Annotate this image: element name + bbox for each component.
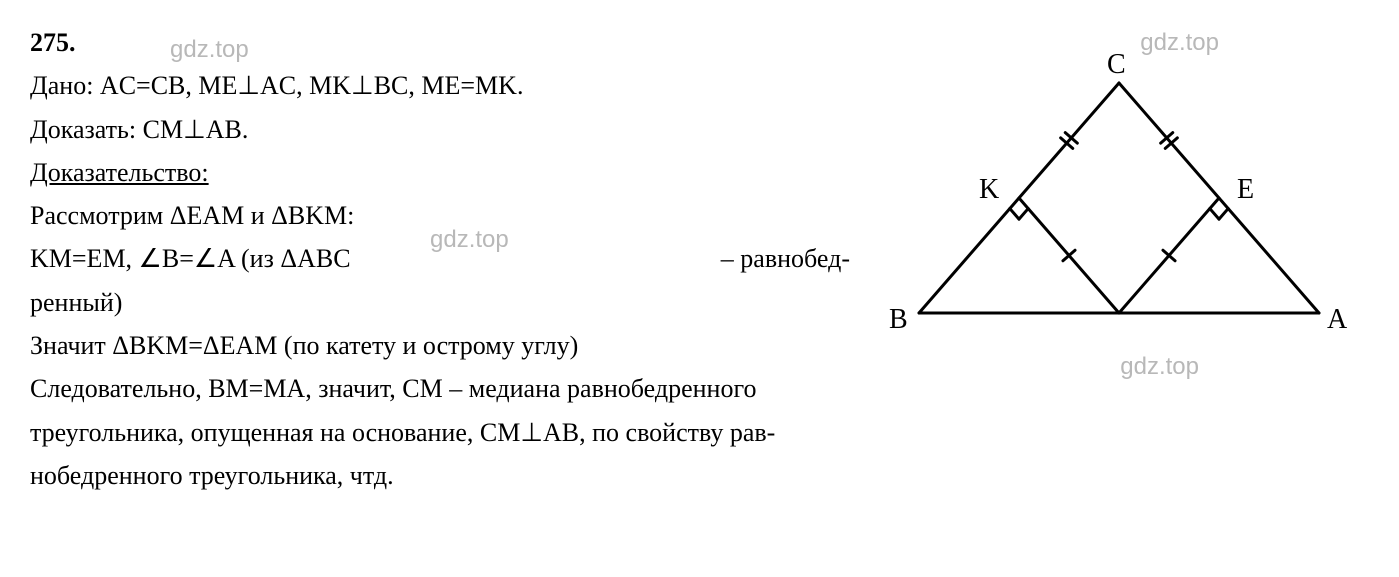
watermark-3: gdz.top — [1140, 29, 1219, 57]
watermark-4: gdz.top — [1120, 353, 1199, 381]
svg-text:B: B — [889, 304, 908, 335]
line-number: 275. gdz.top — [30, 23, 850, 63]
page-container: 275. gdz.top Дано: AC=CB, ME⊥AC, MK⊥BC, … — [30, 23, 1369, 496]
proof-label: Доказательство: — [30, 158, 209, 187]
svg-text:K: K — [979, 174, 999, 205]
watermark-2: gdz.top — [430, 221, 509, 258]
svg-text:C: C — [1107, 49, 1126, 80]
given-text: AC=CB, ME⊥AC, MK⊥BC, ME=MK. — [100, 71, 524, 100]
diagram-svg: C B A K E — [879, 23, 1359, 383]
text-block: 275. gdz.top Дано: AC=CB, ME⊥AC, MK⊥BC, … — [30, 23, 850, 366]
given-label: Дано: — [30, 71, 93, 100]
line-given: Дано: AC=CB, ME⊥AC, MK⊥BC, ME=MK. — [30, 66, 850, 106]
triangle-diagram: gdz.top gdz.top C B A K E — [879, 23, 1359, 383]
watermark-1: gdz.top — [170, 31, 249, 68]
prove-text: CM⊥AB. — [143, 115, 249, 144]
proof-line-4: Значит ΔBKM=ΔEAM (по катету и острому уг… — [30, 326, 850, 366]
proof-line-2: KM=EM, ∠B=∠A (из ΔABC gdz.top – равнобед… — [30, 239, 850, 279]
proof-line-2b: – равнобед- — [721, 239, 850, 279]
proof-line-2a: KM=EM, ∠B=∠A (из ΔABC — [30, 239, 351, 279]
svg-text:A: A — [1327, 304, 1348, 335]
svg-text:E: E — [1237, 174, 1254, 205]
line-prove: Доказать: CM⊥AB. — [30, 110, 850, 150]
line-proof-label: Доказательство: — [30, 153, 850, 193]
proof-line-6: треугольника, опущенная на основание, CM… — [30, 413, 1370, 453]
proof-line-3: ренный) — [30, 283, 850, 323]
proof-line-7: нобедренного треугольника, чтд. — [30, 456, 1370, 496]
problem-number: 275. — [30, 23, 76, 63]
prove-label: Доказать: — [30, 115, 136, 144]
